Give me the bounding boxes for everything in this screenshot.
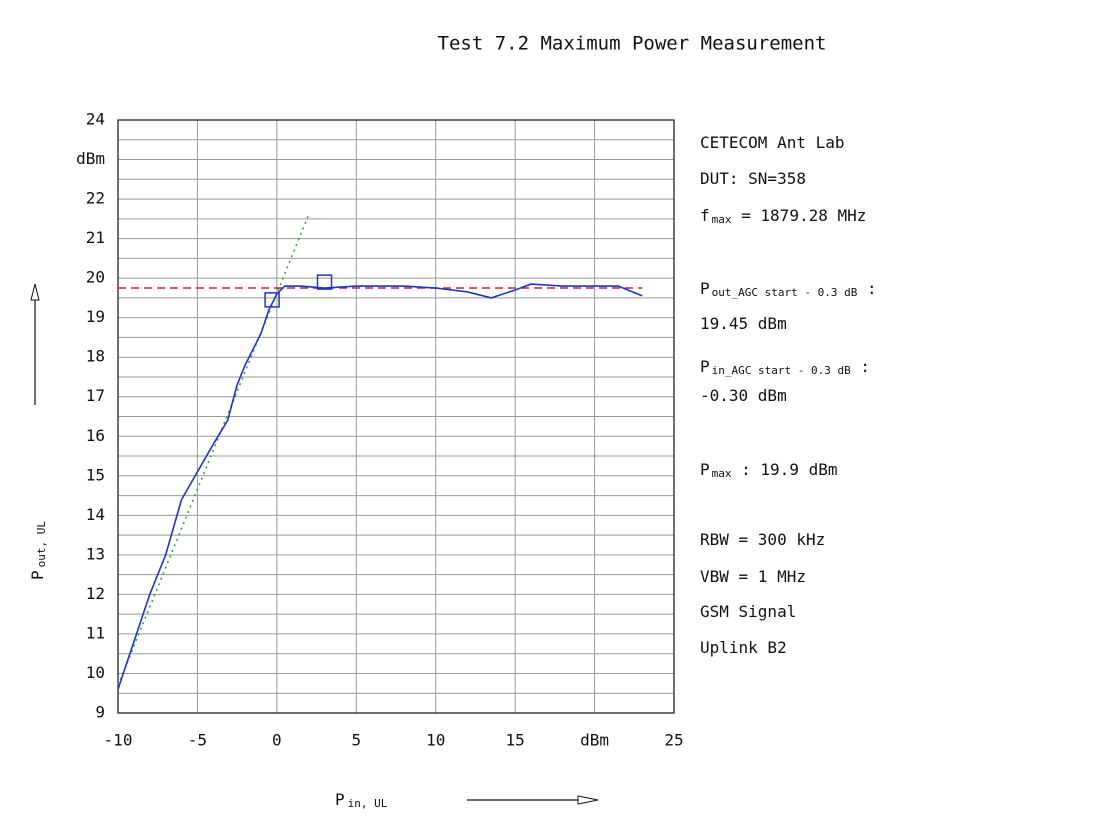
y-tick-label: 13 — [86, 544, 105, 563]
x-tick-label: -5 — [188, 731, 207, 750]
y-axis-label: Pout, UL — [28, 521, 49, 580]
y-tick-label: 22 — [86, 189, 105, 208]
note-text: CETECOM Ant Lab — [700, 133, 845, 152]
note-text: VBW = 1 MHz — [700, 567, 806, 586]
note-subscript: in_AGC start - 0.3 dB — [712, 364, 851, 377]
note-line: RBW = 300 kHz — [700, 530, 825, 549]
y-tick-label: 15 — [86, 465, 105, 484]
y-tick-label: 17 — [86, 386, 105, 405]
y-tick-label: 20 — [86, 268, 105, 287]
y-axis-label-sub: out, UL — [35, 521, 48, 568]
plot-frame — [117, 119, 675, 714]
y-tick-label: 12 — [86, 584, 105, 603]
note-subscript: max — [712, 213, 732, 226]
y-tick-label: 10 — [86, 663, 105, 682]
series-line — [117, 214, 310, 686]
note-text: -0.30 dBm — [700, 386, 787, 405]
note-line: Uplink B2 — [700, 638, 787, 657]
y-tick-label: 14 — [86, 505, 105, 524]
note-text: : 19.9 dBm — [732, 460, 838, 479]
x-tick-label: -10 — [104, 731, 133, 750]
y-tick-label: 18 — [86, 347, 105, 366]
x-axis-label-sub: in, UL — [348, 797, 388, 810]
note-subscript: out_AGC start - 0.3 dB — [712, 286, 858, 299]
y-tick-label: 11 — [86, 623, 105, 642]
note-text: 19.45 dBm — [700, 314, 787, 333]
y-tick-label: 9 — [95, 703, 105, 722]
y-tick-label: 24 — [86, 110, 105, 129]
note-text: : — [851, 357, 870, 376]
note-line: 19.45 dBm — [700, 314, 787, 333]
y-tick-label: 21 — [86, 228, 105, 247]
note-text: f — [700, 206, 710, 225]
note-line: CETECOM Ant Lab — [700, 133, 845, 152]
y-tick-label: 19 — [86, 307, 105, 326]
note-line: DUT: SN=358 — [700, 169, 806, 188]
note-line: f max = 1879.28 MHz — [700, 206, 866, 227]
note-text: P — [700, 357, 710, 376]
marker — [316, 274, 333, 290]
note-text: = 1879.28 MHz — [732, 206, 867, 225]
note-line: -0.30 dBm — [700, 386, 787, 405]
x-tick-label: 25 — [664, 731, 683, 750]
note-line: VBW = 1 MHz — [700, 567, 806, 586]
note-subscript: max — [712, 467, 732, 480]
note-text: GSM Signal — [700, 602, 796, 621]
x-tick-label: 15 — [506, 731, 525, 750]
marker — [264, 292, 280, 308]
y-tick-label: 16 — [86, 426, 105, 445]
note-text: : — [857, 279, 876, 298]
note-text: DUT: SN=358 — [700, 169, 806, 188]
x-tick-label: 5 — [351, 731, 361, 750]
x-axis-label-main: P — [335, 790, 345, 809]
x-tick-label: 0 — [272, 731, 282, 750]
note-text: P — [700, 460, 710, 479]
x-axis-arrow — [467, 795, 599, 805]
series-line — [117, 283, 643, 690]
note-text: Uplink B2 — [700, 638, 787, 657]
x-tick-label: 10 — [426, 731, 445, 750]
y-axis-label-main: P — [28, 570, 47, 580]
note-text: RBW = 300 kHz — [700, 530, 825, 549]
note-text: P — [700, 279, 710, 298]
chart-title: Test 7.2 Maximum Power Measurement — [438, 33, 827, 55]
note-line: GSM Signal — [700, 602, 796, 621]
y-tick-label: dBm — [76, 149, 105, 168]
y-axis-arrow — [30, 283, 40, 405]
x-tick-label: dBm — [580, 731, 609, 750]
